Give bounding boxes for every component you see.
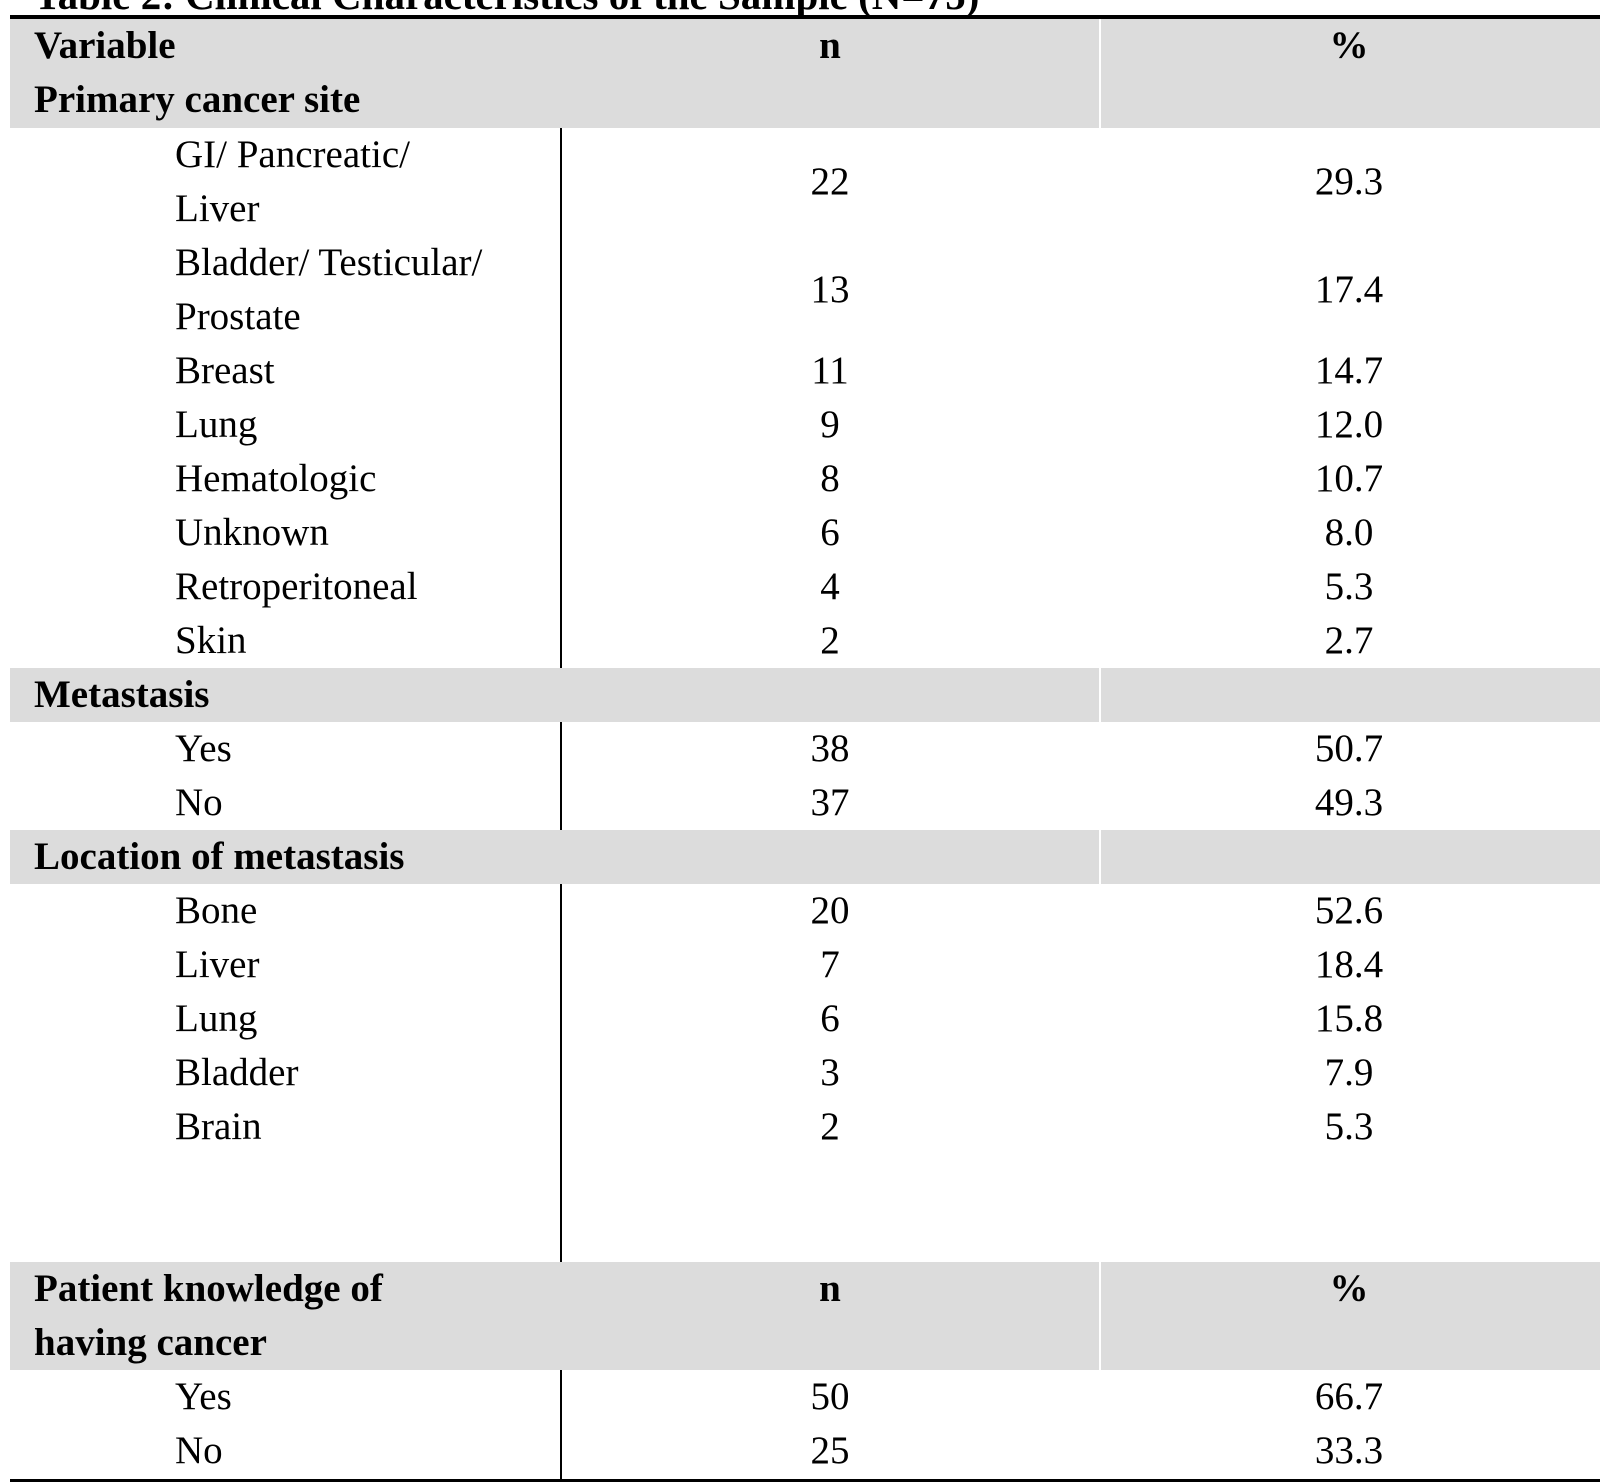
- row-label: Lung: [175, 997, 258, 1040]
- row-n: 50: [810, 1375, 850, 1418]
- row-n: 2: [820, 1105, 840, 1148]
- row-n: 37: [810, 781, 850, 824]
- row-label: Yes: [175, 727, 232, 770]
- section-header-row: Patient knowledge of having cancer n %: [10, 1262, 1600, 1370]
- row-n: 8: [820, 457, 840, 500]
- section-label: Location of metastasis: [34, 835, 405, 878]
- row-pct: 7.9: [1324, 1051, 1374, 1094]
- cell-gap: [1099, 1262, 1101, 1370]
- header-pct: %: [1329, 23, 1369, 67]
- section-label: Metastasis: [34, 673, 210, 716]
- row-n: 38: [810, 727, 850, 770]
- row-n: 25: [810, 1429, 850, 1472]
- table-row: Bladder 3 7.9: [10, 1046, 1600, 1100]
- row-pct: 50.7: [1314, 727, 1384, 770]
- row-pct: 17.4: [1314, 268, 1384, 311]
- cell-gap: [1099, 72, 1101, 128]
- top-rule: [10, 15, 1600, 19]
- row-label: No: [175, 781, 223, 824]
- row-pct: 12.0: [1314, 403, 1384, 446]
- table-row: Hematologic 8 10.7: [10, 452, 1600, 506]
- table-row: Yes 38 50.7: [10, 722, 1600, 776]
- section-header-n: n: [819, 1267, 841, 1310]
- row-pct: 2.7: [1324, 619, 1374, 662]
- row-n: 3: [820, 1051, 840, 1094]
- row-n: 22: [810, 160, 850, 203]
- section-header-row: Location of metastasis: [10, 830, 1600, 884]
- header-n: n: [819, 23, 841, 67]
- row-pct: 5.3: [1324, 1105, 1374, 1148]
- row-n: 11: [811, 349, 849, 392]
- row-n: 7: [820, 943, 840, 986]
- table-row: No 25 33.3: [10, 1424, 1600, 1478]
- cell-gap: [1099, 19, 1101, 72]
- table-row: Skin 2 2.7: [10, 614, 1600, 668]
- row-pct: 52.6: [1314, 889, 1384, 932]
- table-row: Brain 2 5.3: [10, 1100, 1600, 1154]
- table-row: Liver 7 18.4: [10, 938, 1600, 992]
- row-label: Skin: [175, 619, 247, 662]
- cell-gap: [1099, 830, 1101, 884]
- row-n: 6: [820, 997, 840, 1040]
- row-pct: 66.7: [1314, 1375, 1384, 1418]
- table-row: Bladder/ Testicular/ Prostate 13 17.4: [10, 236, 1600, 344]
- table-row: Lung 9 12.0: [10, 398, 1600, 452]
- row-n: 6: [820, 511, 840, 554]
- row-n: 20: [810, 889, 850, 932]
- row-n: 9: [820, 403, 840, 446]
- row-n: 2: [820, 619, 840, 662]
- table-row: Breast 11 14.7: [10, 344, 1600, 398]
- row-label: Bone: [175, 889, 258, 932]
- row-pct: 33.3: [1314, 1429, 1384, 1472]
- row-label: Breast: [175, 349, 275, 392]
- table-row: Retroperitoneal 4 5.3: [10, 560, 1600, 614]
- row-pct: 8.0: [1324, 511, 1374, 554]
- row-label: Retroperitoneal: [175, 565, 418, 608]
- table-row: Yes 50 66.7: [10, 1370, 1600, 1424]
- section-label: Primary cancer site: [34, 78, 361, 121]
- row-pct: 14.7: [1314, 349, 1384, 392]
- row-label: Yes: [175, 1375, 232, 1418]
- row-pct: 29.3: [1314, 160, 1384, 203]
- section-label: Patient knowledge of having cancer: [34, 1267, 383, 1364]
- bottom-rule: [10, 1479, 1600, 1482]
- section-header-row: Primary cancer site: [10, 72, 1600, 128]
- row-label: No: [175, 1429, 223, 1472]
- row-pct: 18.4: [1314, 943, 1384, 986]
- row-label: Unknown: [175, 511, 329, 554]
- row-label: Bladder/ Testicular/ Prostate: [175, 241, 483, 338]
- row-label: GI/ Pancreatic/ Liver: [175, 133, 410, 230]
- row-label: Brain: [175, 1105, 262, 1148]
- table-row: Unknown 6 8.0: [10, 506, 1600, 560]
- header-variable: Variable: [34, 23, 176, 67]
- row-label: Bladder: [175, 1051, 299, 1094]
- table-title: Table 2: Clinical Characteristics of the…: [34, 0, 979, 17]
- column-divider: [560, 19, 562, 1479]
- row-pct: 5.3: [1324, 565, 1374, 608]
- header-row: Variable n %: [10, 19, 1600, 72]
- section-header-pct: %: [1329, 1267, 1369, 1310]
- table-row: Lung 6 15.8: [10, 992, 1600, 1046]
- row-pct: 49.3: [1314, 781, 1384, 824]
- row-label: Hematologic: [175, 457, 377, 500]
- row-n: 13: [810, 268, 850, 311]
- row-pct: 15.8: [1314, 997, 1384, 1040]
- row-pct: 10.7: [1314, 457, 1384, 500]
- table-row: Bone 20 52.6: [10, 884, 1600, 938]
- cell-gap: [1099, 668, 1101, 722]
- row-label: Liver: [175, 943, 260, 986]
- table-row: GI/ Pancreatic/ Liver 22 29.3: [10, 128, 1600, 236]
- row-label: Lung: [175, 403, 258, 446]
- section-header-row: Metastasis: [10, 668, 1600, 722]
- row-n: 4: [820, 565, 840, 608]
- table-row: No 37 49.3: [10, 776, 1600, 830]
